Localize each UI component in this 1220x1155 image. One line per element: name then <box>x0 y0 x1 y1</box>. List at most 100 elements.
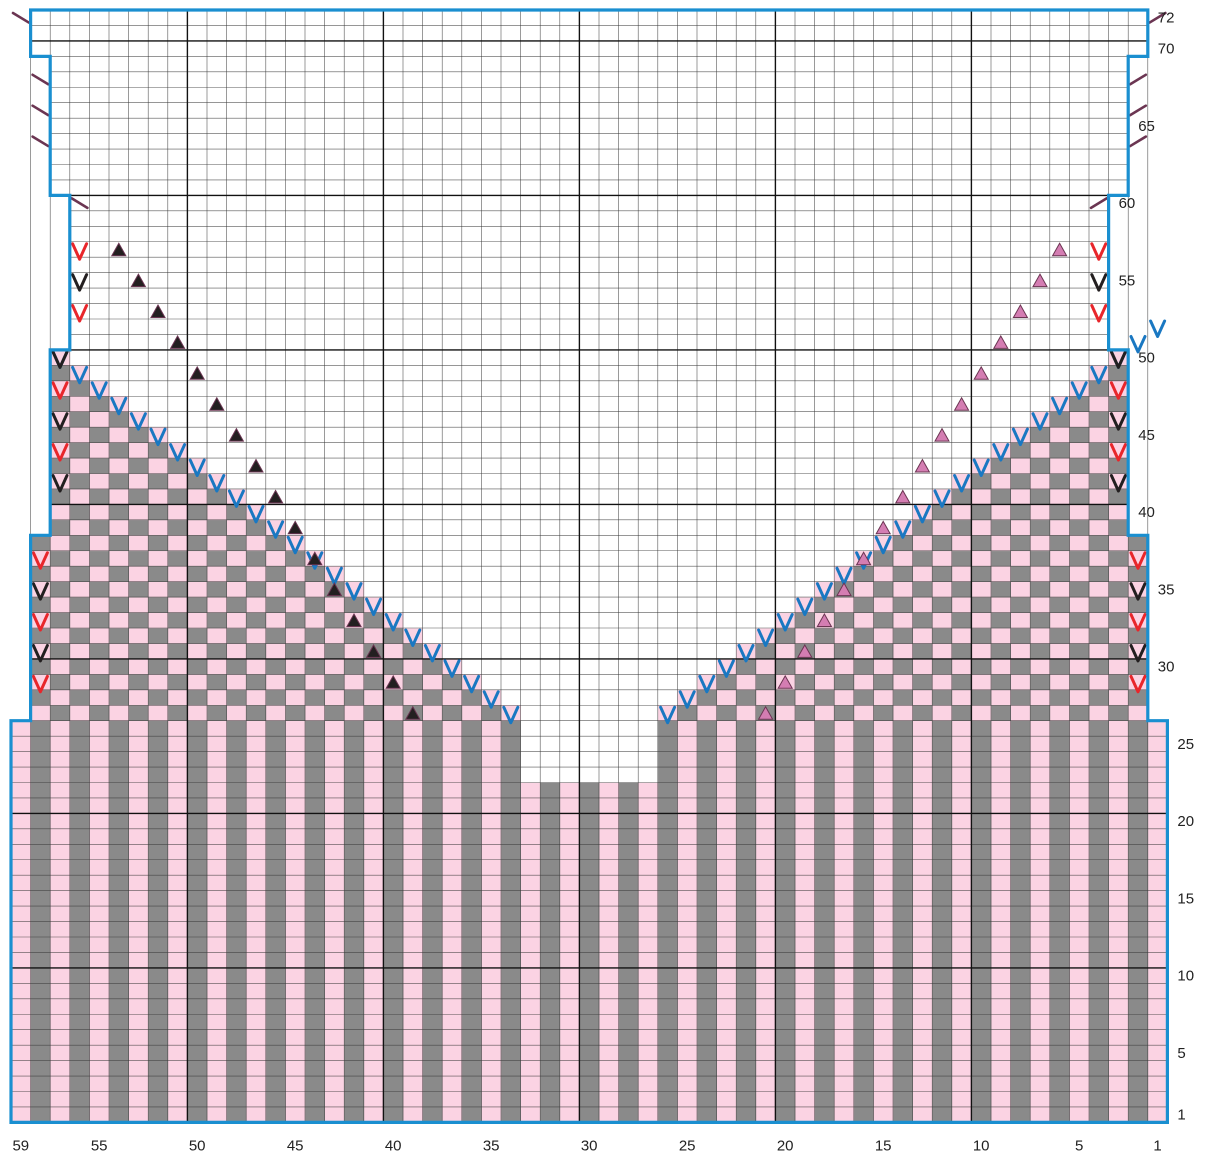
stitch-cell <box>951 875 972 891</box>
blue-v-symbol <box>71 365 89 385</box>
stitch-cell <box>912 241 933 258</box>
stitch-cell <box>128 365 149 382</box>
stitch-cell <box>1128 937 1149 953</box>
stitch-cell <box>951 319 972 335</box>
stitch-cell <box>559 597 580 613</box>
stitch-cell <box>657 797 678 814</box>
stitch-cell <box>89 967 110 984</box>
stitch-cell <box>422 427 443 443</box>
stitch-cell <box>618 1014 639 1030</box>
stitch-cell <box>1010 937 1031 953</box>
stitch-cell <box>442 473 463 490</box>
stitch-cell <box>657 767 678 783</box>
stitch-cell <box>285 828 306 845</box>
stitch-cell <box>540 56 561 73</box>
stitch-cell <box>1108 164 1129 181</box>
stitch-cell <box>579 535 600 552</box>
stitch-cell <box>1010 102 1031 119</box>
stitch-cell <box>814 25 835 42</box>
stitch-cell <box>265 1106 286 1123</box>
stitch-cell <box>755 581 776 598</box>
stitch-cell <box>1049 1014 1070 1030</box>
stitch-cell <box>893 581 913 598</box>
stitch-cell <box>834 1029 855 1046</box>
stitch-cell <box>1069 782 1090 799</box>
stitch-cell <box>951 10 972 26</box>
stitch-cell <box>128 303 149 320</box>
stitch-cell <box>1049 597 1070 613</box>
stitch-cell <box>11 720 31 737</box>
stitch-cell <box>324 241 345 258</box>
stitch-cell <box>991 102 1011 119</box>
stitch-cell <box>167 751 188 768</box>
stitch-cell <box>540 195 561 212</box>
stitch-cell <box>834 859 855 876</box>
stitch-cell <box>540 1014 561 1030</box>
stitch-cell <box>755 226 776 243</box>
stitch-cell <box>755 272 776 289</box>
stitch-cell <box>618 179 639 196</box>
stitch-cell <box>1108 828 1129 845</box>
stitch-cell <box>755 519 776 536</box>
stitch-cell <box>305 210 325 227</box>
stitch-cell <box>461 967 482 984</box>
stitch-cell <box>873 844 894 861</box>
stitch-cell <box>579 1014 600 1030</box>
stitch-cell <box>1069 25 1090 42</box>
stitch-cell <box>442 195 463 212</box>
stitch-cell <box>246 689 267 706</box>
stitch-cell <box>540 303 561 320</box>
black-v-symbol <box>1109 350 1127 369</box>
stitch-cell <box>971 488 992 505</box>
stitch-cell <box>481 396 502 412</box>
row-label: 45 <box>1138 427 1155 444</box>
stitch-cell <box>991 612 1011 629</box>
stitch-cell <box>481 210 502 227</box>
stitch-cell <box>246 844 267 861</box>
stitch-cell <box>1089 1060 1109 1077</box>
stitch-cell <box>1089 149 1109 165</box>
stitch-cell <box>834 1014 855 1030</box>
stitch-cell <box>148 179 169 196</box>
stitch-cell <box>873 427 894 443</box>
stitch-cell <box>285 720 306 737</box>
stitch-cell <box>1030 767 1051 783</box>
stitch-cell <box>873 102 894 119</box>
stitch-cell <box>481 442 502 459</box>
stitch-cell <box>481 983 502 1000</box>
stitch-cell <box>991 658 1011 675</box>
stitch-cell <box>893 1076 913 1092</box>
stitch-cell <box>305 179 325 196</box>
stitch-cell <box>167 674 188 691</box>
stitch-cell <box>167 597 188 613</box>
stitch-cell <box>677 813 698 830</box>
stitch-cell <box>344 937 365 953</box>
stitch-cell <box>1089 859 1109 876</box>
stitch-cell <box>481 998 502 1015</box>
stitch-cell <box>657 71 678 88</box>
stitch-cell <box>677 149 698 165</box>
stitch-cell <box>226 844 247 861</box>
stitch-cell <box>187 1076 208 1092</box>
stitch-cell <box>893 1091 913 1108</box>
stitch-cell <box>559 1076 580 1092</box>
stitch-cell <box>1089 1106 1109 1123</box>
stitch-cell <box>755 303 776 320</box>
stitch-cell <box>187 844 208 861</box>
stitch-cell <box>638 241 659 258</box>
stitch-cell <box>755 597 776 613</box>
stitch-cell <box>912 1045 933 1061</box>
stitch-cell <box>422 983 443 1000</box>
stitch-cell <box>932 736 953 752</box>
stitch-cell <box>344 149 365 165</box>
stitch-cell <box>481 458 502 474</box>
stitch-cell <box>1049 87 1070 103</box>
stitch-cell <box>677 179 698 196</box>
stitch-cell <box>187 937 208 953</box>
stitch-cell <box>893 179 913 196</box>
stitch-cell <box>383 319 404 335</box>
stitch-cell <box>540 535 561 552</box>
stitch-cell <box>579 782 600 799</box>
blue-v-symbol <box>345 582 363 601</box>
stitch-cell <box>579 411 600 428</box>
